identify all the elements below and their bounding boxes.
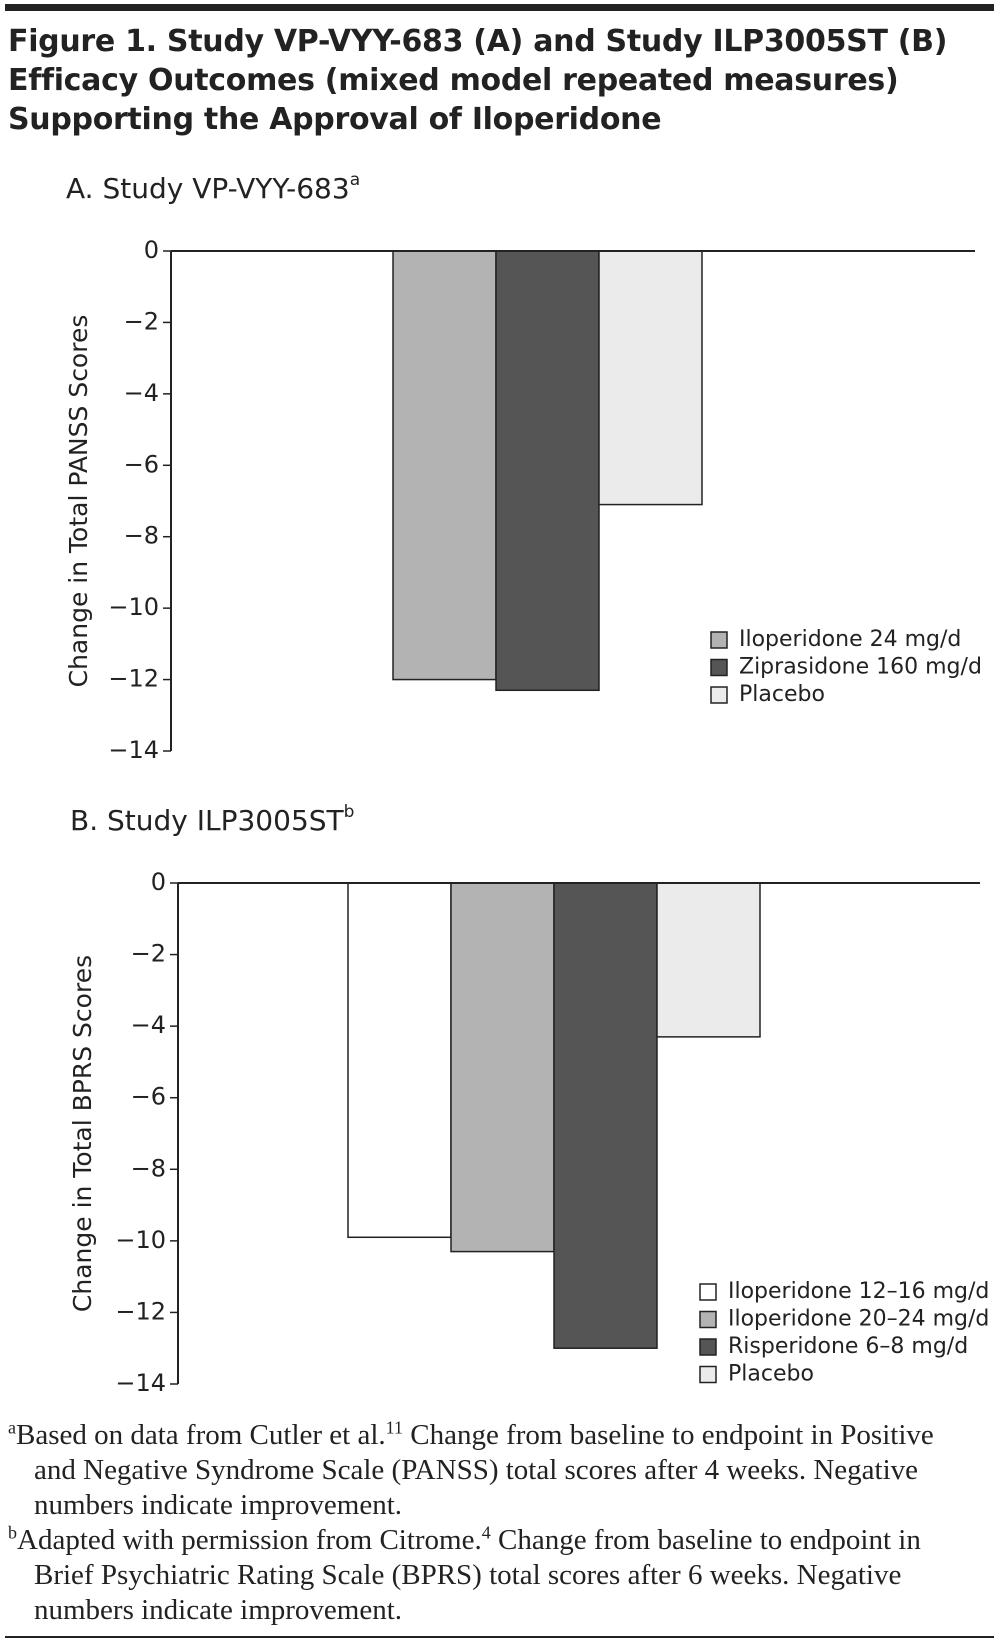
footnote-text: Based on data from Cutler et al. <box>16 1419 386 1451</box>
y-tick-label: −10 <box>108 593 159 621</box>
footnote: aBased on data from Cutler et al.11 Chan… <box>8 1418 968 1523</box>
top-rule <box>5 4 994 11</box>
y-tick-label: −12 <box>115 1297 166 1325</box>
chart-title-text: A. Study VP-VYY-683 <box>66 172 350 205</box>
chart-title: A. Study VP-VYY-683a <box>66 170 360 205</box>
footnote-ref: 4 <box>481 1522 491 1543</box>
title-line: Supporting the Approval of Iloperidone <box>8 102 662 137</box>
y-tick-label: −4 <box>124 379 159 407</box>
y-tick-label: 0 <box>144 236 159 264</box>
footnote-text: Change from baseline to endpoint in Posi… <box>34 1419 934 1521</box>
y-axis-label: Change in Total BPRS Scores <box>68 955 97 1312</box>
legend-label: Placebo <box>728 1362 814 1387</box>
footnotes: aBased on data from Cutler et al.11 Chan… <box>8 1418 968 1628</box>
title-line: Figure 1. Study VP-VYY-683 (A) and Study… <box>8 24 948 59</box>
footnote: bAdapted with permission from Citrome.4 … <box>8 1523 968 1628</box>
footnote-marker: b <box>8 1522 17 1543</box>
bar <box>598 250 703 506</box>
y-tick-label: −6 <box>124 450 159 478</box>
legend-swatch <box>699 1310 717 1329</box>
bar <box>553 882 658 1349</box>
figure-title: Figure 1. Study VP-VYY-683 (A) and Study… <box>8 22 947 139</box>
footnote-marker: a <box>8 1417 16 1438</box>
title-line: Efficacy Outcomes (mixed model repeated … <box>8 63 899 98</box>
legend-label: Iloperidone 20–24 mg/d <box>728 1307 989 1332</box>
chart-title-note: a <box>350 170 360 190</box>
chart-title: B. Study ILP3005STb <box>70 802 354 837</box>
footnote-text: Change from baseline to endpoint in Brie… <box>34 1524 921 1626</box>
y-tick-label: −8 <box>131 1154 166 1182</box>
legend-swatch <box>710 686 728 704</box>
legend-swatch <box>699 1283 717 1301</box>
bar <box>450 882 555 1253</box>
chart-title-note: b <box>344 802 355 822</box>
y-tick-label: −8 <box>124 522 159 550</box>
y-tick-label: −14 <box>115 1369 166 1397</box>
legend-swatch <box>710 658 728 677</box>
bar <box>347 882 452 1239</box>
legend-swatch <box>699 1365 717 1384</box>
legend-label: Iloperidone 12–16 mg/d <box>728 1279 989 1304</box>
y-tick-label: −14 <box>108 736 159 764</box>
y-tick-label: −10 <box>115 1226 166 1254</box>
legend-label: Iloperidone 24 mg/d <box>739 627 961 652</box>
y-tick-label: −4 <box>131 1011 166 1039</box>
bar <box>495 250 600 692</box>
y-axis-label: Change in Total PANSS Scores <box>64 315 93 688</box>
y-tick-label: −12 <box>108 665 159 693</box>
bottom-rule <box>5 1636 994 1638</box>
y-tick-label: −2 <box>124 307 159 335</box>
legend-swatch <box>699 1338 717 1356</box>
footnote-ref: 11 <box>385 1417 403 1438</box>
y-tick-label: −2 <box>131 940 166 968</box>
legend-label: Ziprasidone 160 mg/d <box>739 655 982 680</box>
bar <box>656 882 761 1038</box>
legend-swatch <box>710 631 728 649</box>
bar <box>392 250 497 681</box>
y-tick-label: −6 <box>131 1083 166 1111</box>
legend-label: Placebo <box>739 682 825 707</box>
chart-title-text: B. Study ILP3005ST <box>70 804 345 837</box>
footnote-text: Adapted with permission from Citrome. <box>17 1524 482 1556</box>
legend-label: Risperidone 6–8 mg/d <box>728 1334 968 1359</box>
y-tick-label: 0 <box>151 868 166 896</box>
